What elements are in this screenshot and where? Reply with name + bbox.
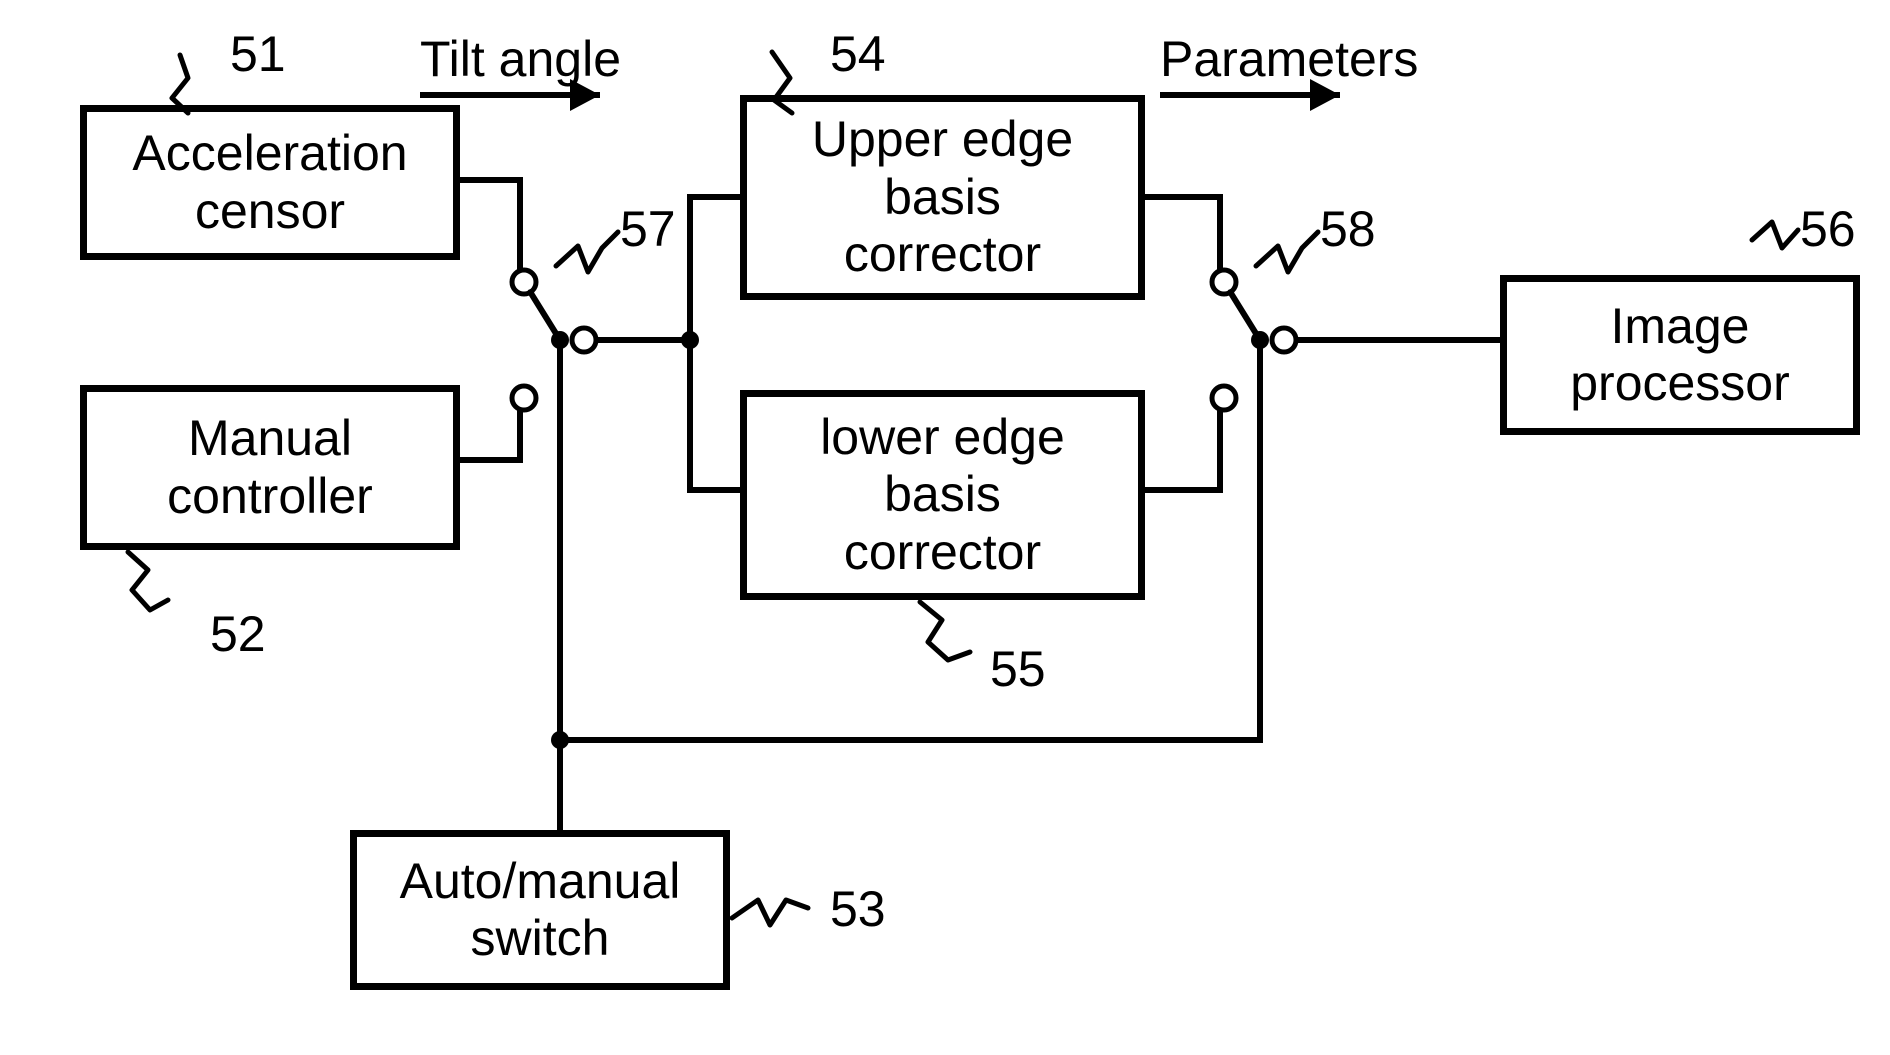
label-parameters: Parameters [1160, 30, 1418, 88]
ref-51: 51 [230, 25, 286, 83]
ref-55: 55 [990, 640, 1046, 698]
ref-52: 52 [210, 605, 266, 663]
block-lower-edge-corrector: lower edgebasiscorrector [740, 390, 1145, 600]
block-label: Accelerationcensor [132, 125, 407, 240]
block-label: Upper edgebasiscorrector [812, 111, 1073, 284]
block-label: lower edgebasiscorrector [820, 409, 1065, 582]
block-image-processor: Imageprocessor [1500, 275, 1860, 435]
ref-54: 54 [830, 25, 886, 83]
ref-57: 57 [620, 200, 676, 258]
block-manual-controller: Manualcontroller [80, 385, 460, 550]
block-acceleration-censor: Accelerationcensor [80, 105, 460, 260]
diagram-stage: Tilt angle Parameters 51 52 53 54 55 56 … [0, 0, 1890, 1055]
ref-56: 56 [1800, 200, 1856, 258]
block-auto-manual-switch: Auto/manualswitch [350, 830, 730, 990]
block-upper-edge-corrector: Upper edgebasiscorrector [740, 95, 1145, 300]
ref-58: 58 [1320, 200, 1376, 258]
label-tilt-angle: Tilt angle [420, 30, 621, 88]
block-label: Manualcontroller [167, 410, 373, 525]
ref-53: 53 [830, 880, 886, 938]
block-label: Auto/manualswitch [400, 853, 681, 968]
block-label: Imageprocessor [1570, 298, 1790, 413]
